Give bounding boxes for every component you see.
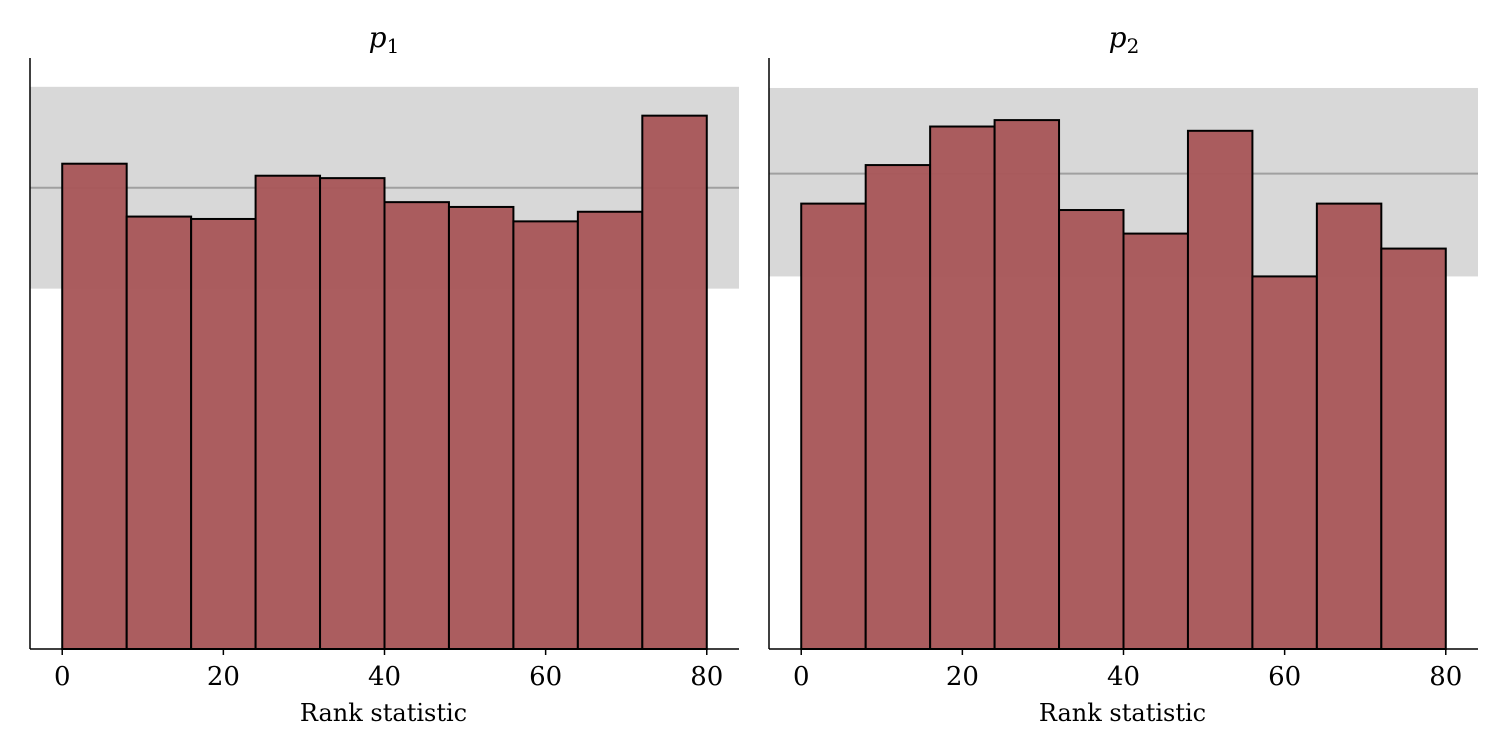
histogram-bar [190, 217, 257, 650]
histogram-bar [800, 202, 867, 650]
x-tick-label: 20 [946, 662, 979, 692]
x-axis-label: Rank statistic [1039, 699, 1206, 727]
histogram-bar [1058, 209, 1125, 650]
histogram-bar [864, 164, 932, 650]
histogram-bar [1122, 232, 1189, 651]
x-tick-label: 60 [529, 662, 562, 692]
histogram-bar [447, 205, 515, 650]
histogram-bar [512, 220, 579, 651]
histogram-bar [929, 125, 996, 651]
x-tick-label: 20 [207, 662, 240, 692]
histogram-bar [61, 162, 128, 651]
x-tick-label: 0 [793, 662, 810, 692]
x-tick-label: 40 [368, 662, 401, 692]
histogram-bar [576, 210, 644, 650]
panel-p2: 0 20 40 60 80 Rank statistic p2 [768, 21, 1478, 727]
histogram-bar [641, 114, 708, 651]
histogram-bar [1315, 202, 1383, 650]
x-tick-label: 40 [1107, 662, 1140, 692]
panel-title: p2 [1109, 21, 1140, 58]
panel-p1: 0 20 40 60 80 Rank statistic p1 [29, 21, 739, 727]
histogram-bar [254, 174, 322, 650]
panel-title: p1 [369, 21, 400, 58]
histogram-bar [383, 201, 450, 651]
histogram-bar [319, 177, 386, 650]
histogram-bar [1186, 129, 1254, 651]
histogram-bar [1251, 275, 1318, 650]
histogram-bar [993, 119, 1061, 650]
x-tick-label: 80 [1429, 662, 1462, 692]
histogram-bar [1380, 247, 1447, 650]
x-axis-label: Rank statistic [300, 699, 467, 727]
x-tick-label: 80 [690, 662, 723, 692]
histogram-bar [125, 215, 193, 650]
x-tick-label: 0 [54, 662, 71, 692]
x-tick-label: 60 [1268, 662, 1301, 692]
